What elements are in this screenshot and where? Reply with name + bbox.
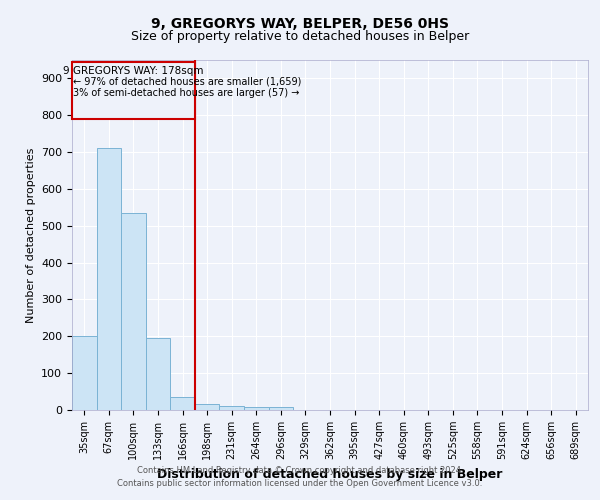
Text: 9 GREGORYS WAY: 178sqm: 9 GREGORYS WAY: 178sqm bbox=[63, 66, 203, 76]
Bar bbox=[170, 397, 195, 410]
X-axis label: Distribution of detached houses by size in Belper: Distribution of detached houses by size … bbox=[157, 468, 503, 480]
Bar bbox=[220, 406, 244, 410]
Bar bbox=[269, 408, 293, 410]
Bar bbox=[195, 404, 220, 410]
Bar bbox=[97, 148, 121, 410]
Text: Contains HM Land Registry data © Crown copyright and database right 2024.
Contai: Contains HM Land Registry data © Crown c… bbox=[118, 466, 482, 487]
Bar bbox=[244, 408, 269, 410]
Y-axis label: Number of detached properties: Number of detached properties bbox=[26, 148, 35, 322]
Text: 9, GREGORYS WAY, BELPER, DE56 0HS: 9, GREGORYS WAY, BELPER, DE56 0HS bbox=[151, 18, 449, 32]
Bar bbox=[72, 336, 97, 410]
FancyBboxPatch shape bbox=[72, 62, 195, 119]
Bar bbox=[146, 338, 170, 410]
Text: ← 97% of detached houses are smaller (1,659): ← 97% of detached houses are smaller (1,… bbox=[73, 76, 302, 86]
Text: Size of property relative to detached houses in Belper: Size of property relative to detached ho… bbox=[131, 30, 469, 43]
Bar bbox=[121, 213, 146, 410]
Text: 3% of semi-detached houses are larger (57) →: 3% of semi-detached houses are larger (5… bbox=[73, 88, 299, 98]
